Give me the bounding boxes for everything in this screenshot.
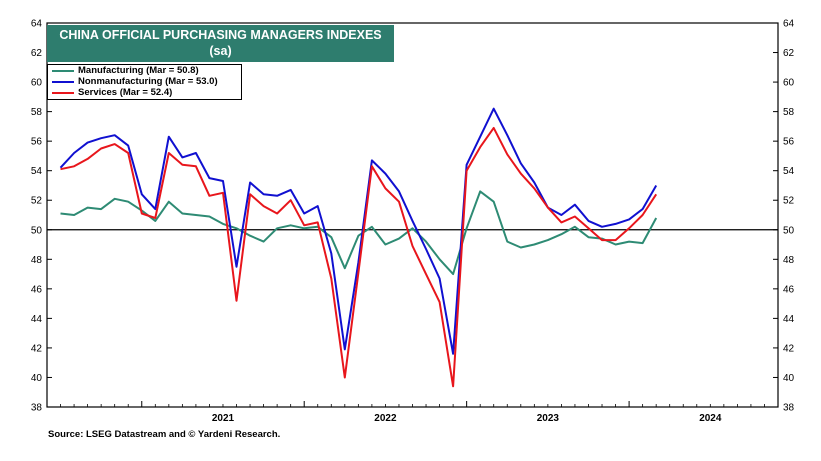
y-tick-label-right: 60 xyxy=(783,78,795,89)
y-tick-label-right: 50 xyxy=(783,225,795,236)
y-tick-label-right: 44 xyxy=(783,314,795,325)
x-tick-label: 2024 xyxy=(699,413,722,424)
chart-title-box: CHINA OFFICIAL PURCHASING MANAGERS INDEX… xyxy=(47,25,394,62)
legend-label-nonmanufacturing: Nonmanufacturing (Mar = 53.0) xyxy=(78,76,218,87)
x-tick-label: 2023 xyxy=(537,413,560,424)
y-tick-label-left: 52 xyxy=(31,196,43,207)
series-line-manufacturing xyxy=(60,190,658,276)
source-note: Source: LSEG Datastream and © Yardeni Re… xyxy=(48,429,281,440)
y-tick-label-left: 54 xyxy=(31,166,43,177)
y-tick-label-left: 56 xyxy=(31,137,43,148)
y-tick-label-right: 48 xyxy=(783,255,795,266)
y-tick-label-left: 58 xyxy=(31,107,43,118)
y-tick-label-left: 46 xyxy=(31,284,43,295)
legend: Manufacturing (Mar = 50.8) Nonmanufactur… xyxy=(47,64,242,100)
legend-swatch-services xyxy=(52,92,74,94)
y-tick-label-left: 60 xyxy=(31,78,43,89)
y-tick-label-left: 40 xyxy=(31,373,43,384)
legend-swatch-nonmanufacturing xyxy=(52,81,74,83)
y-tick-label-right: 56 xyxy=(783,137,795,148)
x-tick-label: 2022 xyxy=(374,413,397,424)
legend-label-manufacturing: Manufacturing (Mar = 50.8) xyxy=(78,65,199,76)
chart-title: CHINA OFFICIAL PURCHASING MANAGERS INDEX… xyxy=(59,28,382,42)
legend-item-services: Services (Mar = 52.4) xyxy=(48,87,241,98)
y-tick-label-right: 40 xyxy=(783,373,795,384)
y-tick-label-right: 38 xyxy=(783,403,795,414)
x-tick-label: 2021 xyxy=(212,413,235,424)
y-tick-label-right: 58 xyxy=(783,107,795,118)
y-tick-label-left: 38 xyxy=(31,403,43,414)
series-line-services xyxy=(60,126,658,388)
y-tick-label-right: 62 xyxy=(783,48,795,59)
y-tick-label-left: 42 xyxy=(31,343,43,354)
y-tick-label-right: 46 xyxy=(783,284,795,295)
y-tick-label-left: 48 xyxy=(31,255,43,266)
legend-item-nonmanufacturing: Nonmanufacturing (Mar = 53.0) xyxy=(48,76,241,87)
series-line-nonmanufacturing xyxy=(59,107,658,355)
y-tick-label-left: 50 xyxy=(31,225,43,236)
y-tick-label-left: 64 xyxy=(31,19,43,30)
y-tick-label-right: 54 xyxy=(783,166,795,177)
legend-item-manufacturing: Manufacturing (Mar = 50.8) xyxy=(48,65,241,76)
y-tick-label-right: 64 xyxy=(783,19,795,30)
y-tick-label-right: 52 xyxy=(783,196,795,207)
chart-subtitle: (sa) xyxy=(209,44,232,58)
y-tick-label-left: 62 xyxy=(31,48,43,59)
y-tick-label-left: 44 xyxy=(31,314,43,325)
y-tick-label-right: 42 xyxy=(783,343,795,354)
legend-label-services: Services (Mar = 52.4) xyxy=(78,87,173,98)
legend-swatch-manufacturing xyxy=(52,70,74,72)
